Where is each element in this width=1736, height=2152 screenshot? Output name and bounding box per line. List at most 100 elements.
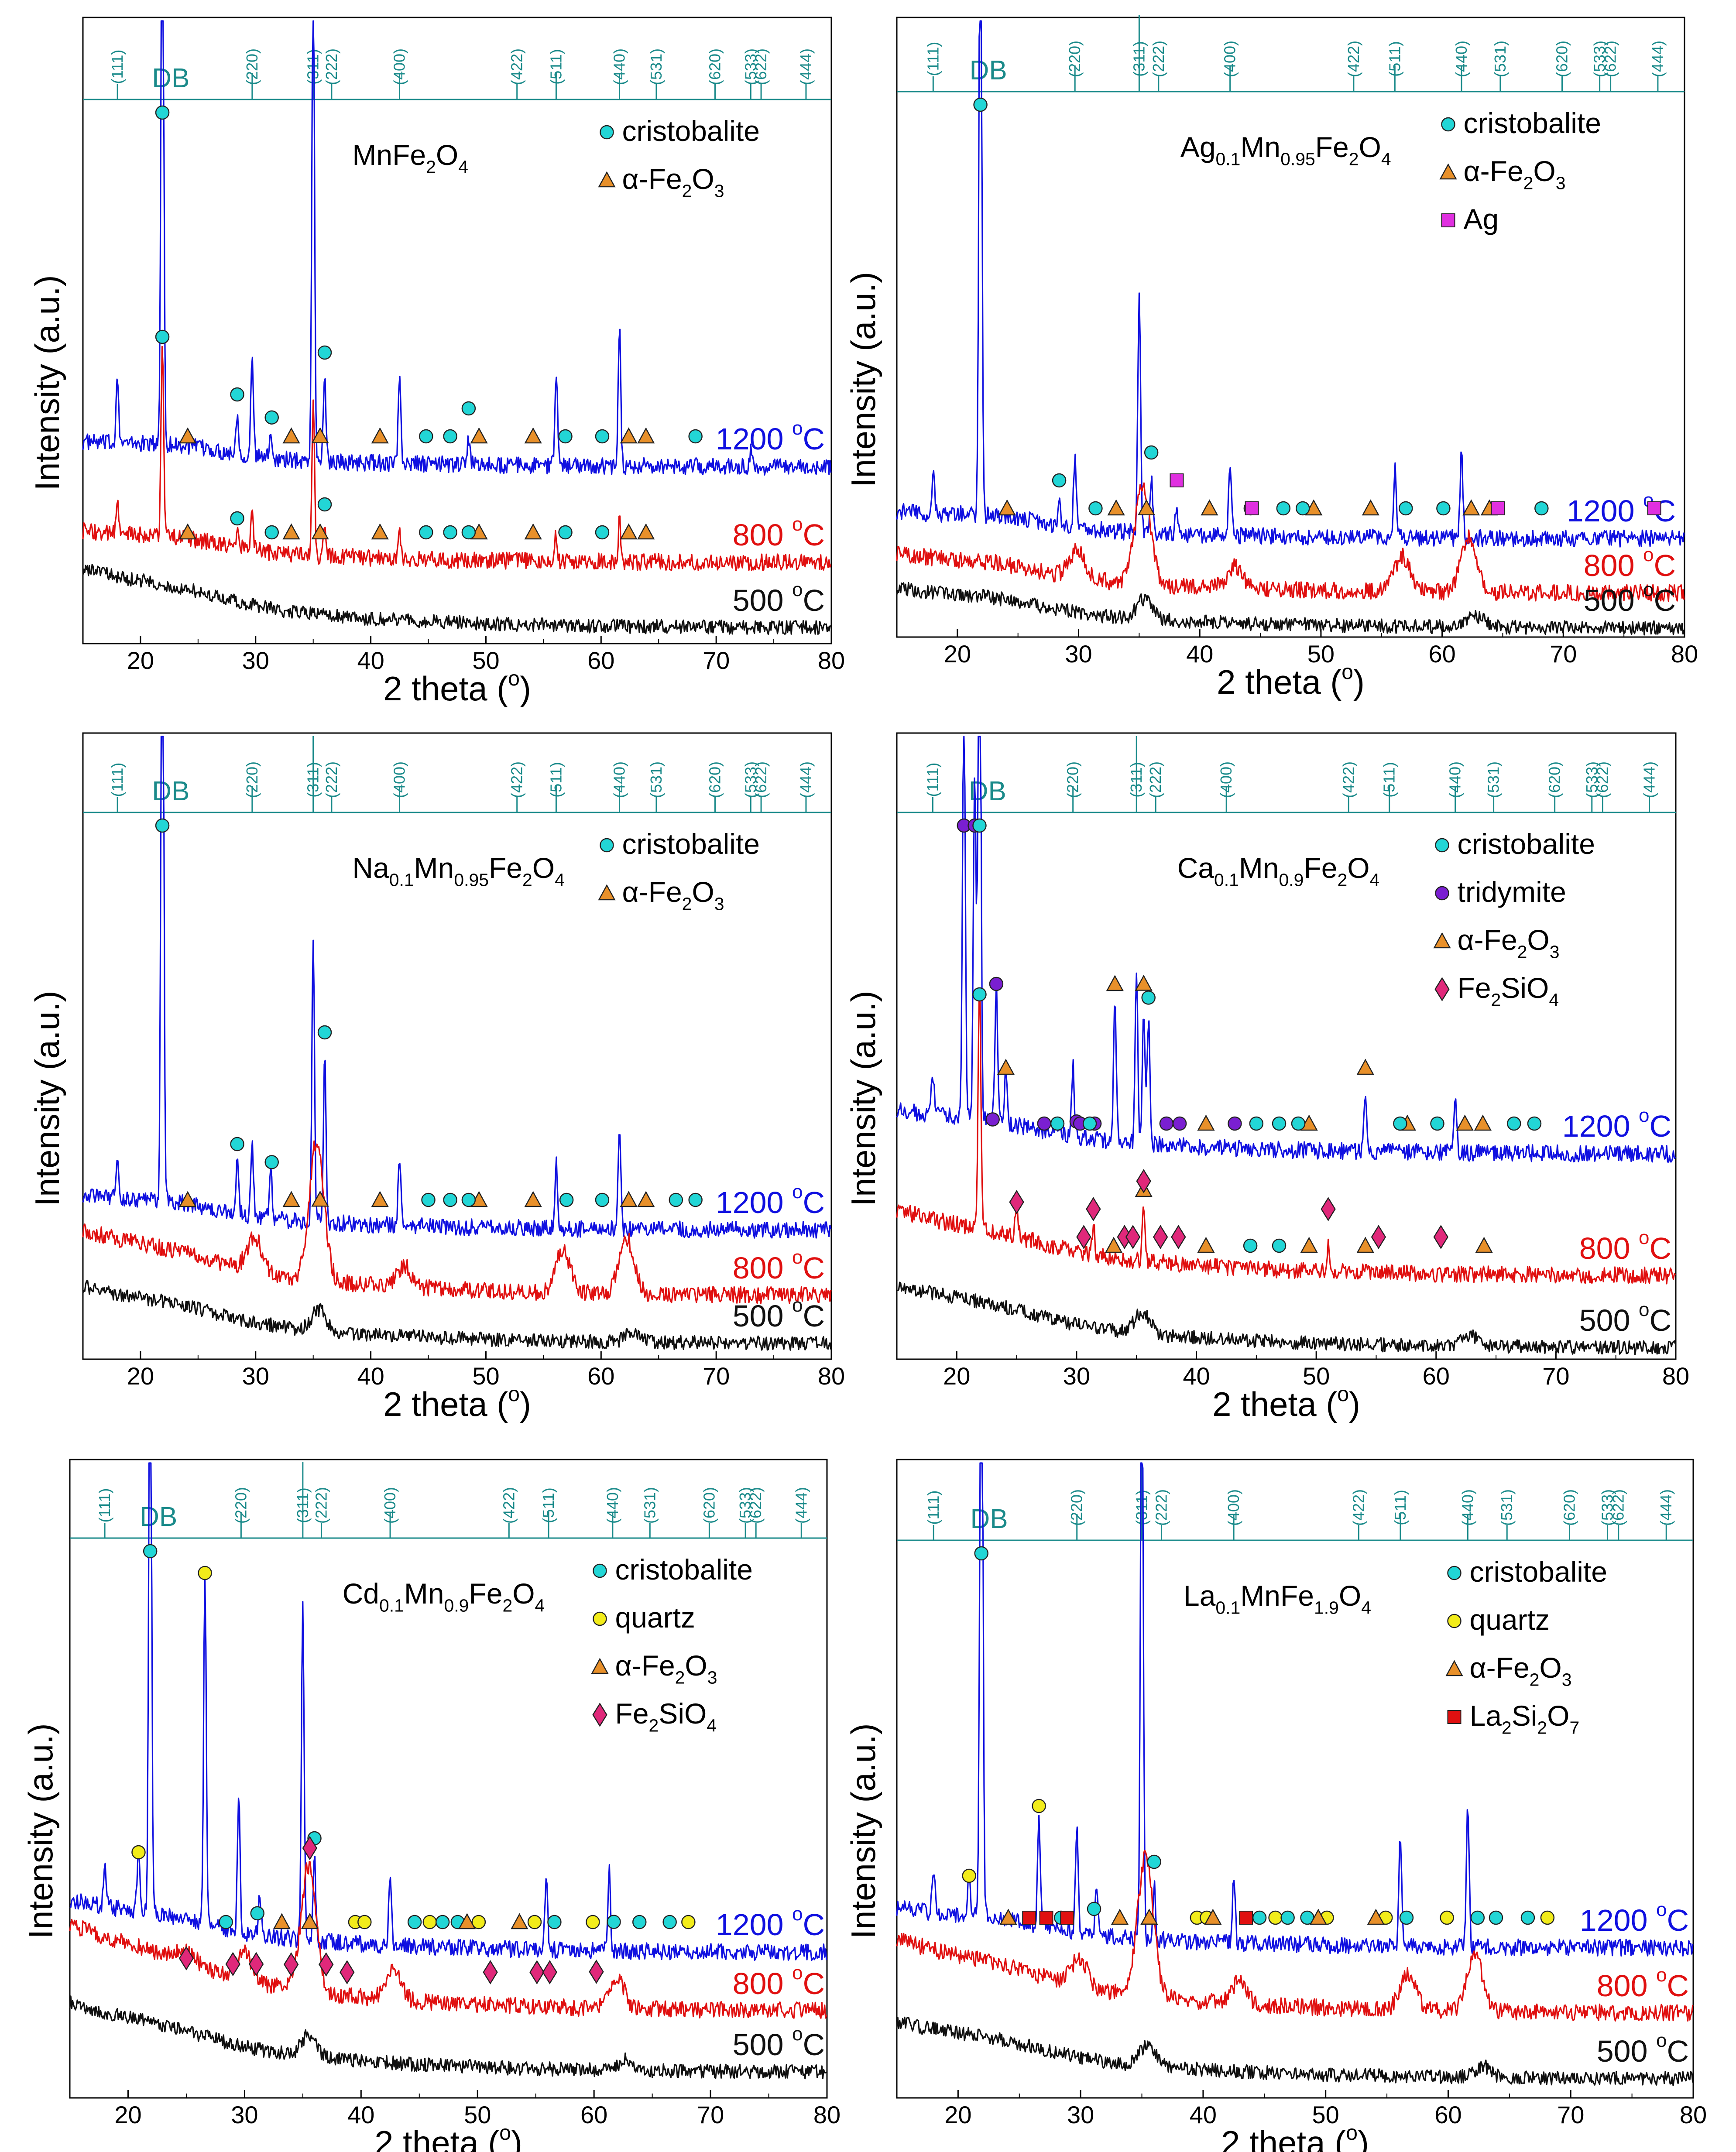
hkl-label: (222) <box>1146 761 1164 798</box>
cristobalite-marker <box>1147 1854 1161 1869</box>
x-tick-label: 50 <box>472 1362 499 1390</box>
quartz-marker <box>962 1868 976 1883</box>
cristobalite-marker <box>1470 1910 1485 1925</box>
hkl-label: (400) <box>381 1487 399 1524</box>
cristobalite-marker <box>1393 1116 1407 1131</box>
hematite-marker <box>178 427 197 444</box>
legend-swatch-hematite <box>598 171 616 188</box>
tridymite-marker <box>1172 1116 1187 1131</box>
cristobalite-marker <box>1291 1116 1306 1131</box>
la2si2o7-marker <box>1039 1911 1053 1925</box>
hematite-marker <box>511 1913 528 1929</box>
quartz-marker <box>681 1915 696 1929</box>
hematite-marker <box>301 1913 319 1929</box>
hematite-marker <box>524 1191 542 1207</box>
xrd-curve-800 <box>896 482 1685 602</box>
legend-swatch-hematite <box>1445 1660 1463 1676</box>
hkl-label: (622) <box>1602 41 1619 77</box>
hkl-label: (620) <box>1546 761 1564 798</box>
legend-label-quartz: quartz <box>1470 1604 1550 1636</box>
xrd-curve-800 <box>82 1140 832 1304</box>
temperature-label-1200: 1200 oC <box>716 418 825 456</box>
ag-marker <box>1170 473 1184 487</box>
cristobalite-marker <box>1050 1116 1065 1131</box>
quartz-marker <box>527 1915 542 1929</box>
fe2sio4-marker <box>483 1960 498 1984</box>
compound-title: Ag0.1Mn0.95Fe2O4 <box>1180 131 1391 169</box>
fe2sio4-marker <box>1086 1197 1101 1221</box>
hematite-marker <box>998 499 1016 516</box>
legend-swatch-fe2sio4 <box>1434 977 1450 1001</box>
cristobalite-marker <box>1296 501 1310 516</box>
fe2sio4-marker <box>319 1952 334 1977</box>
x-tick-label: 30 <box>242 647 269 674</box>
cristobalite-marker <box>264 1155 279 1169</box>
cristobalite-marker <box>143 1544 158 1559</box>
fe2sio4-marker <box>225 1952 240 1977</box>
cristobalite-marker <box>1144 445 1159 460</box>
hkl-label: (440) <box>1458 1489 1476 1526</box>
phase-markers <box>973 97 1661 516</box>
hematite-marker <box>1362 499 1379 516</box>
quartz-marker <box>1540 1910 1555 1925</box>
phase-markers <box>957 818 1542 1253</box>
legend-label-cristobalite: cristobalite <box>1458 828 1595 860</box>
legend-label-tridymite: tridymite <box>1458 876 1566 908</box>
hematite-marker <box>1135 974 1153 991</box>
plot-frame <box>82 732 832 1360</box>
hkl-label: (422) <box>1350 1489 1368 1526</box>
hkl-label: (311) <box>1133 1490 1151 1525</box>
hkl-label: (311) <box>1130 41 1148 76</box>
cristobalite-marker <box>559 1193 574 1207</box>
compound-title: MnFe2O4 <box>352 139 468 177</box>
hematite-marker <box>282 523 300 540</box>
xrd-curve-1200 <box>69 1462 827 1961</box>
legend-swatch-cristobalite <box>593 1563 607 1578</box>
hkl-label: (620) <box>700 1487 718 1524</box>
panel-1: (111) (220) (311) (222) (400) (422) (511) (440)… <box>28 17 845 708</box>
xrd-curve-500 <box>896 582 1685 636</box>
hkl-label: (622) <box>747 1487 765 1524</box>
hkl-label: (444) <box>1649 41 1667 77</box>
ag-marker <box>1491 501 1505 515</box>
cristobalite-marker <box>972 818 987 833</box>
panel-5: (111) (220) (311) (222) (400) (422) (511) (440)… <box>21 1459 841 2152</box>
cristobalite-marker <box>461 1193 476 1207</box>
hkl-label: (533) <box>1583 761 1601 798</box>
cristobalite-marker <box>230 511 244 526</box>
cristobalite-marker <box>547 1915 562 1929</box>
hkl-label: (511) <box>547 762 565 797</box>
cristobalite-marker <box>558 525 573 540</box>
temperature-label-500: 500 oC <box>1584 579 1676 617</box>
temperature-label-1200: 1200 oC <box>716 1903 825 1942</box>
legend-swatch-quartz <box>593 1611 607 1626</box>
temperature-label-800: 800 oC <box>1597 1964 1689 2003</box>
hematite-marker <box>282 1191 300 1207</box>
hematite-marker <box>1356 1059 1374 1075</box>
cristobalite-marker <box>595 1193 610 1207</box>
hkl-label: (422) <box>1339 761 1357 798</box>
tridymite-marker <box>1159 1116 1174 1131</box>
legend-label-fe2sio4: Fe2SiO4 <box>615 1697 717 1735</box>
cristobalite-marker <box>688 1193 703 1207</box>
x-tick-label: 60 <box>1423 1362 1450 1390</box>
tridymite-marker <box>989 977 1004 991</box>
fe2sio4-marker <box>1009 1190 1024 1214</box>
hkl-label: (511) <box>547 49 565 84</box>
hkl-label: (511) <box>1380 762 1398 797</box>
x-tick-label: 20 <box>944 2101 971 2128</box>
xrd-curve-500 <box>896 2016 1694 2087</box>
xrd-curve-500 <box>82 564 831 635</box>
hkl-label: (220) <box>243 48 261 85</box>
la2si2o7-marker <box>1239 1911 1253 1925</box>
hematite-marker <box>1201 499 1218 516</box>
legend-label-hematite: α-Fe2O3 <box>1458 924 1560 962</box>
db-label: DB <box>970 1504 1008 1534</box>
hematite-marker <box>1107 499 1125 516</box>
series-group <box>82 736 832 1351</box>
hkl-label: (531) <box>1491 41 1509 77</box>
legend-swatch-hematite <box>598 884 616 901</box>
series-group <box>69 1462 827 2080</box>
tridymite-marker <box>1228 1116 1242 1131</box>
temperature-label-1200: 1200 oC <box>1580 1899 1689 1937</box>
